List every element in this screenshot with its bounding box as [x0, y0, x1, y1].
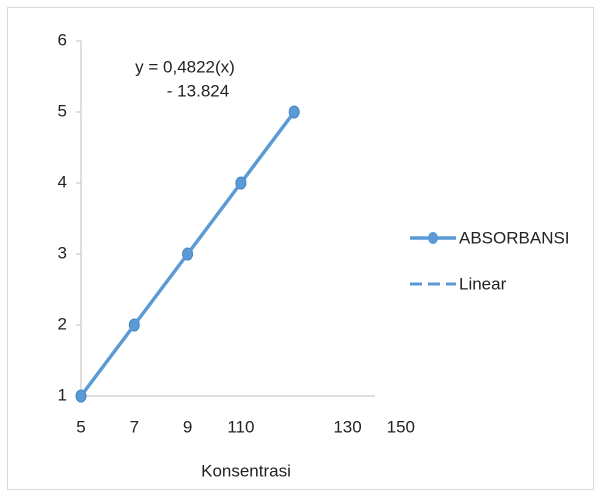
x-tick-label: 9 — [183, 417, 192, 436]
legend-marker — [428, 232, 438, 244]
x-tick-label: 150 — [387, 417, 415, 436]
x-tick-label: 7 — [130, 417, 139, 436]
x-tick-label: 110 — [227, 417, 254, 436]
x-tick-label: 5 — [76, 417, 85, 436]
annotation: y = 0,4822(x) — [135, 57, 235, 76]
y-tick-label: 4 — [58, 172, 67, 191]
chart-border — [7, 7, 594, 490]
legend-label: Linear — [459, 274, 507, 293]
y-tick-label: 2 — [58, 314, 67, 333]
y-tick-label: 6 — [58, 30, 67, 49]
legend-label: ABSORBANSI — [459, 228, 570, 247]
y-tick-label: 3 — [58, 243, 67, 262]
y-tick-label: 1 — [58, 385, 67, 404]
trendline — [80, 111, 295, 397]
annotation: - 13.824 — [167, 81, 229, 100]
x-axis-title: Konsentrasi — [201, 461, 291, 480]
x-tick-label: 130 — [333, 417, 361, 436]
y-tick-label: 5 — [58, 101, 67, 120]
